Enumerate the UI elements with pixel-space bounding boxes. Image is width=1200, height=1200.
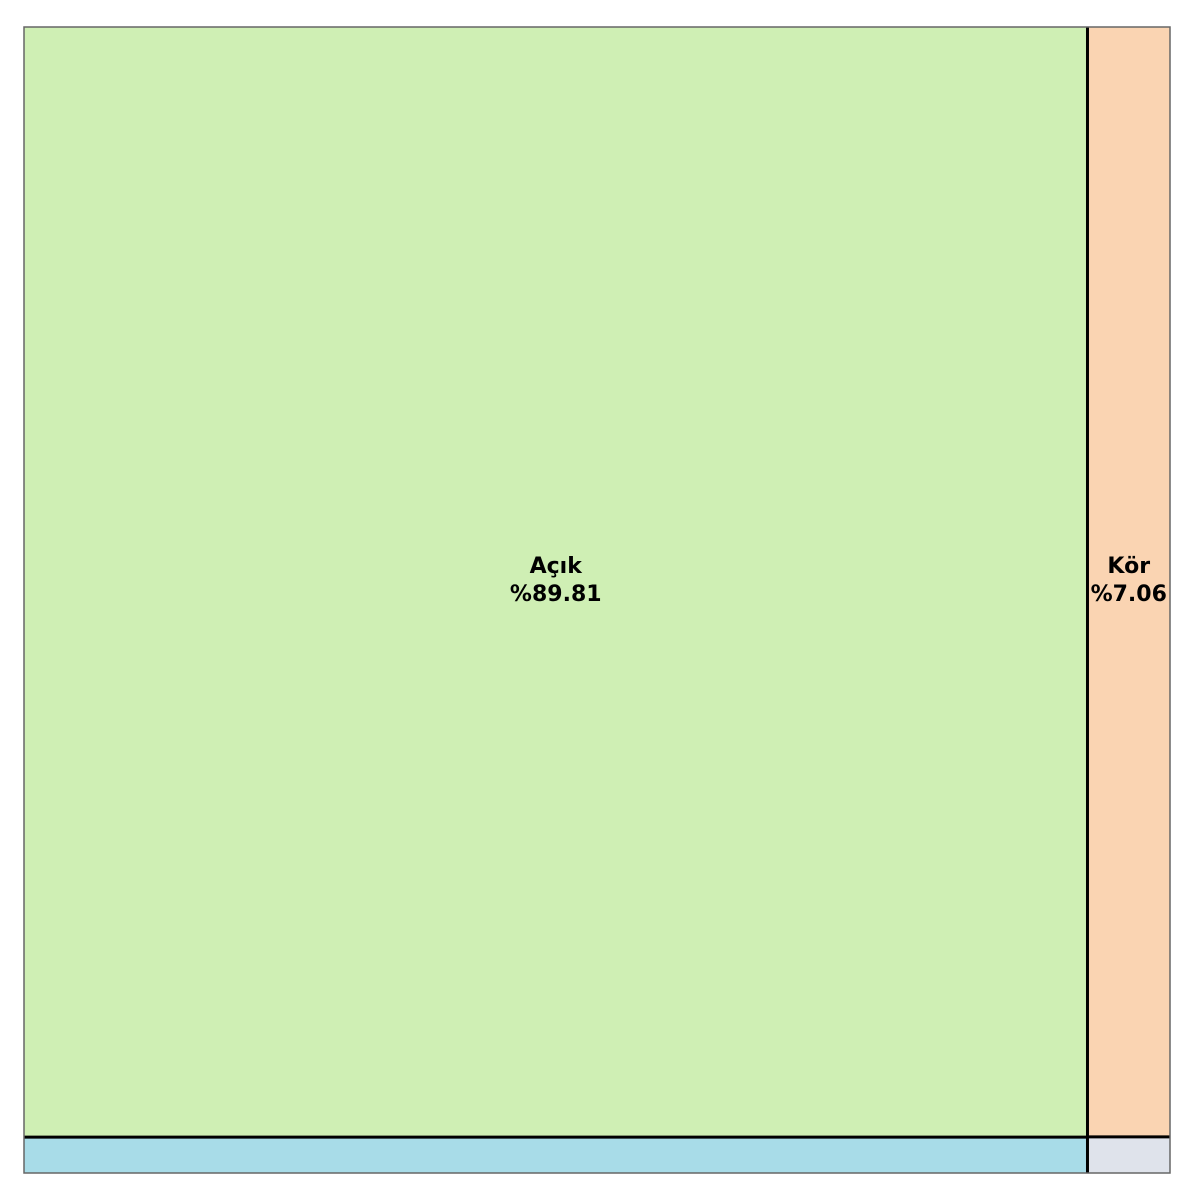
cell-label-1-0: Kör %7.06	[1091, 554, 1167, 607]
cell-value-label: %89.81	[510, 582, 602, 607]
cell-label-0-0: Açık %89.81	[510, 554, 602, 607]
cell-value-label: %7.06	[1091, 582, 1167, 607]
mosaic-cell-1-1	[1087, 1136, 1170, 1173]
mosaic-cell-0-0	[24, 27, 1088, 1138]
cell-category-label: Açık	[530, 554, 584, 579]
mosaic-cells	[24, 27, 1170, 1173]
mosaic-dividers	[24, 27, 1170, 1173]
plot-frame	[23, 26, 1171, 1174]
cell-category-label: Kör	[1107, 554, 1150, 579]
mosaic-cell-0-1	[24, 1137, 1088, 1173]
mosaic-labels: Açık %89.81 Kör %7.06	[510, 554, 1167, 607]
mosaic-cell-1-0	[1087, 27, 1170, 1137]
